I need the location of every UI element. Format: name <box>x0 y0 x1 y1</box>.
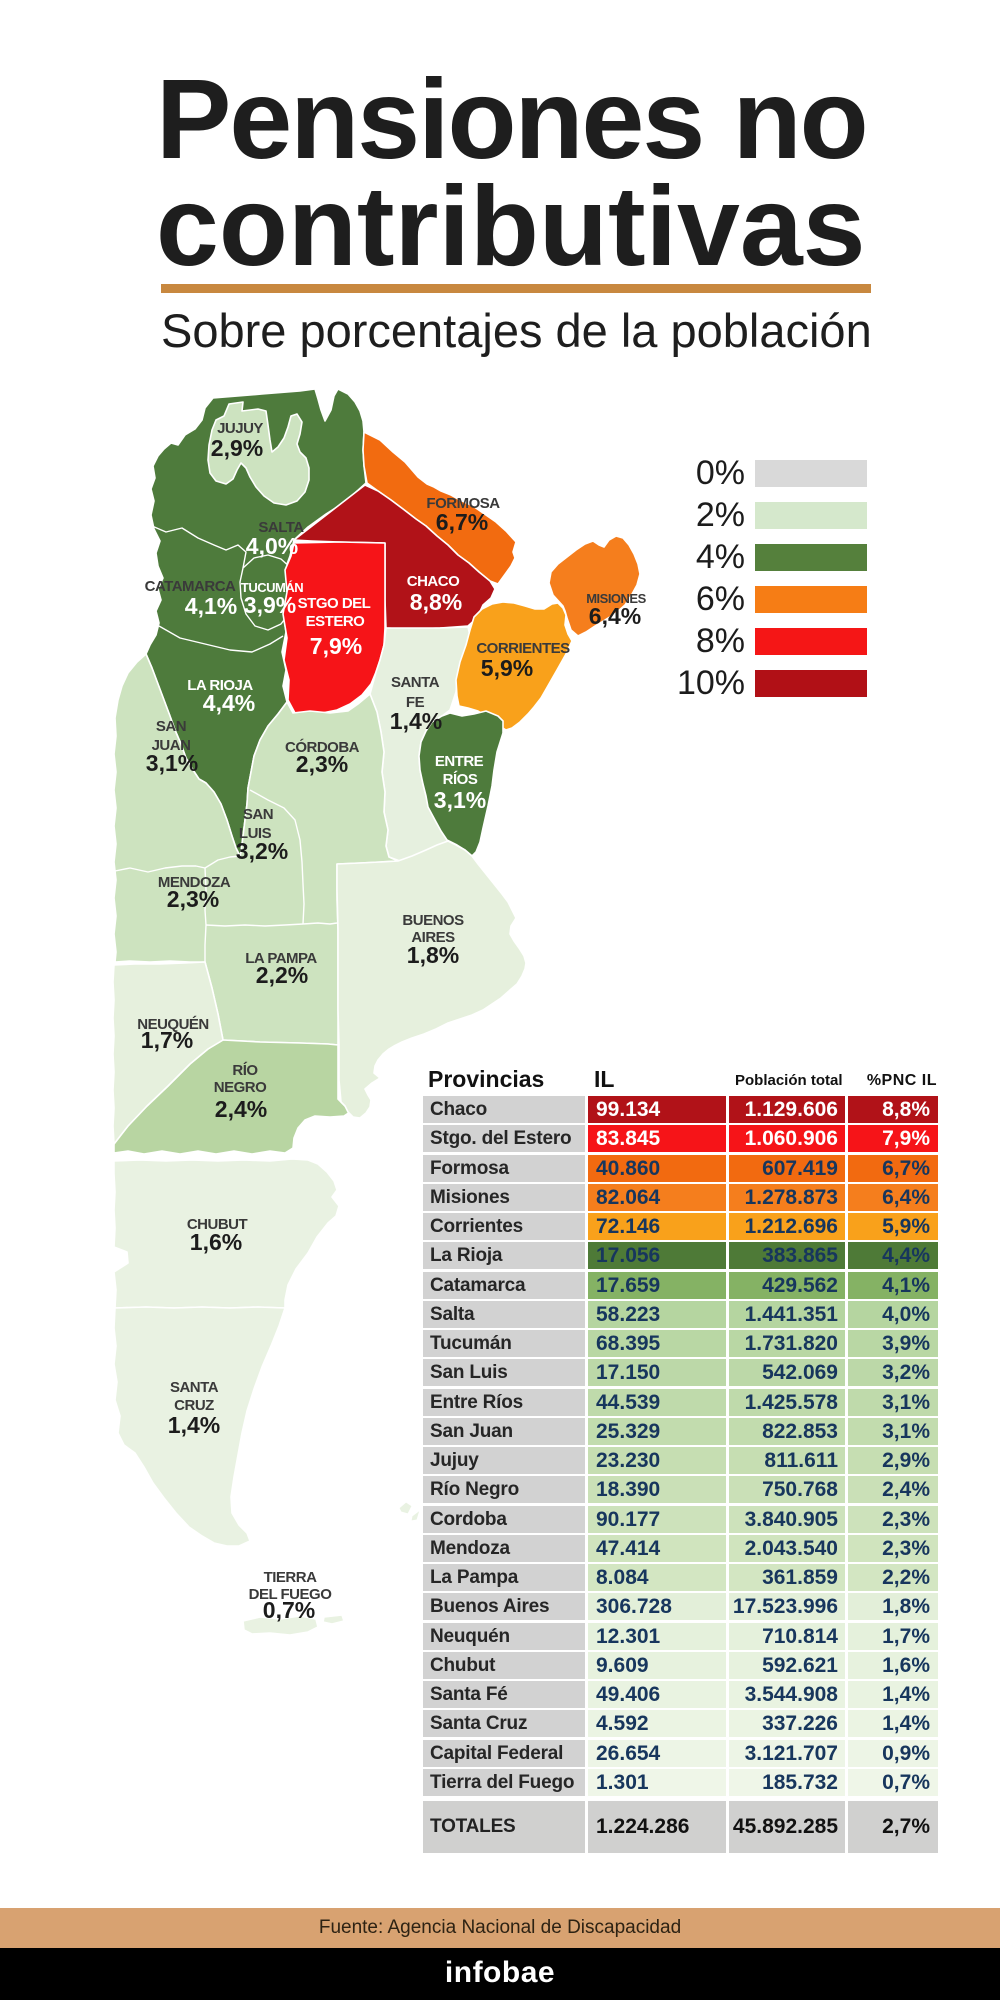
svg-text:MENDOZA: MENDOZA <box>158 874 231 891</box>
svg-text:SANTA: SANTA <box>170 1379 219 1396</box>
svg-text:3,9%: 3,9% <box>244 592 296 618</box>
svg-text:LUIS: LUIS <box>239 825 272 842</box>
svg-text:JUJUY: JUJUY <box>217 420 263 437</box>
svg-text:FORMOSA: FORMOSA <box>426 495 500 512</box>
svg-text:LA PAMPA: LA PAMPA <box>245 950 317 967</box>
svg-text:FE: FE <box>406 694 425 711</box>
svg-text:CORRIENTES: CORRIENTES <box>476 640 570 657</box>
svg-text:2,3%: 2,3% <box>167 886 219 912</box>
svg-text:STGO DEL: STGO DEL <box>298 595 371 612</box>
svg-text:CHACO: CHACO <box>407 573 460 590</box>
svg-text:MISIONES: MISIONES <box>586 591 646 606</box>
svg-text:4,0%: 4,0% <box>246 533 298 559</box>
svg-text:CRUZ: CRUZ <box>174 1397 214 1414</box>
svg-text:SAN: SAN <box>156 718 186 735</box>
svg-text:3,2%: 3,2% <box>236 838 288 864</box>
svg-text:2,3%: 2,3% <box>296 751 348 777</box>
svg-text:2,2%: 2,2% <box>256 962 308 988</box>
svg-text:6,4%: 6,4% <box>589 603 641 629</box>
svg-text:ENTRE: ENTRE <box>435 753 484 770</box>
svg-text:DEL FUEGO: DEL FUEGO <box>249 1586 333 1603</box>
svg-text:2,4%: 2,4% <box>215 1096 267 1122</box>
svg-text:RÍOS: RÍOS <box>443 771 478 788</box>
svg-text:TUCUMÁN: TUCUMÁN <box>241 580 303 595</box>
svg-text:BUENOS: BUENOS <box>402 912 464 929</box>
svg-text:4,4%: 4,4% <box>203 690 255 716</box>
svg-text:5,9%: 5,9% <box>481 655 533 681</box>
svg-text:AIRES: AIRES <box>411 929 455 946</box>
svg-text:CÓRDOBA: CÓRDOBA <box>285 738 360 756</box>
svg-text:SALTA: SALTA <box>258 519 304 536</box>
svg-text:0,7%: 0,7% <box>263 1597 315 1623</box>
svg-text:8,8%: 8,8% <box>410 589 462 615</box>
svg-text:CHUBUT: CHUBUT <box>187 1216 248 1233</box>
svg-text:1,4%: 1,4% <box>168 1412 220 1438</box>
svg-text:1,6%: 1,6% <box>190 1229 242 1255</box>
svg-text:JUAN: JUAN <box>152 737 191 754</box>
svg-text:LA RIOJA: LA RIOJA <box>187 677 253 694</box>
svg-text:2,9%: 2,9% <box>211 435 263 461</box>
svg-text:SAN: SAN <box>243 806 273 823</box>
svg-text:1,8%: 1,8% <box>407 942 459 968</box>
svg-text:6,7%: 6,7% <box>436 509 488 535</box>
svg-text:ESTERO: ESTERO <box>306 613 366 630</box>
svg-text:7,9%: 7,9% <box>310 633 362 659</box>
svg-text:NEUQUÉN: NEUQUÉN <box>137 1016 209 1033</box>
svg-text:3,1%: 3,1% <box>146 750 198 776</box>
svg-text:3,1%: 3,1% <box>434 787 486 813</box>
svg-text:1,4%: 1,4% <box>390 708 442 734</box>
svg-text:1,7%: 1,7% <box>141 1027 193 1053</box>
svg-text:TIERRA: TIERRA <box>264 1569 318 1586</box>
svg-text:CATAMARCA: CATAMARCA <box>145 578 236 595</box>
svg-text:RÍO: RÍO <box>232 1062 258 1079</box>
svg-text:SANTA: SANTA <box>391 674 440 691</box>
svg-text:NEGRO: NEGRO <box>214 1079 267 1096</box>
svg-text:4,1%: 4,1% <box>185 593 237 619</box>
